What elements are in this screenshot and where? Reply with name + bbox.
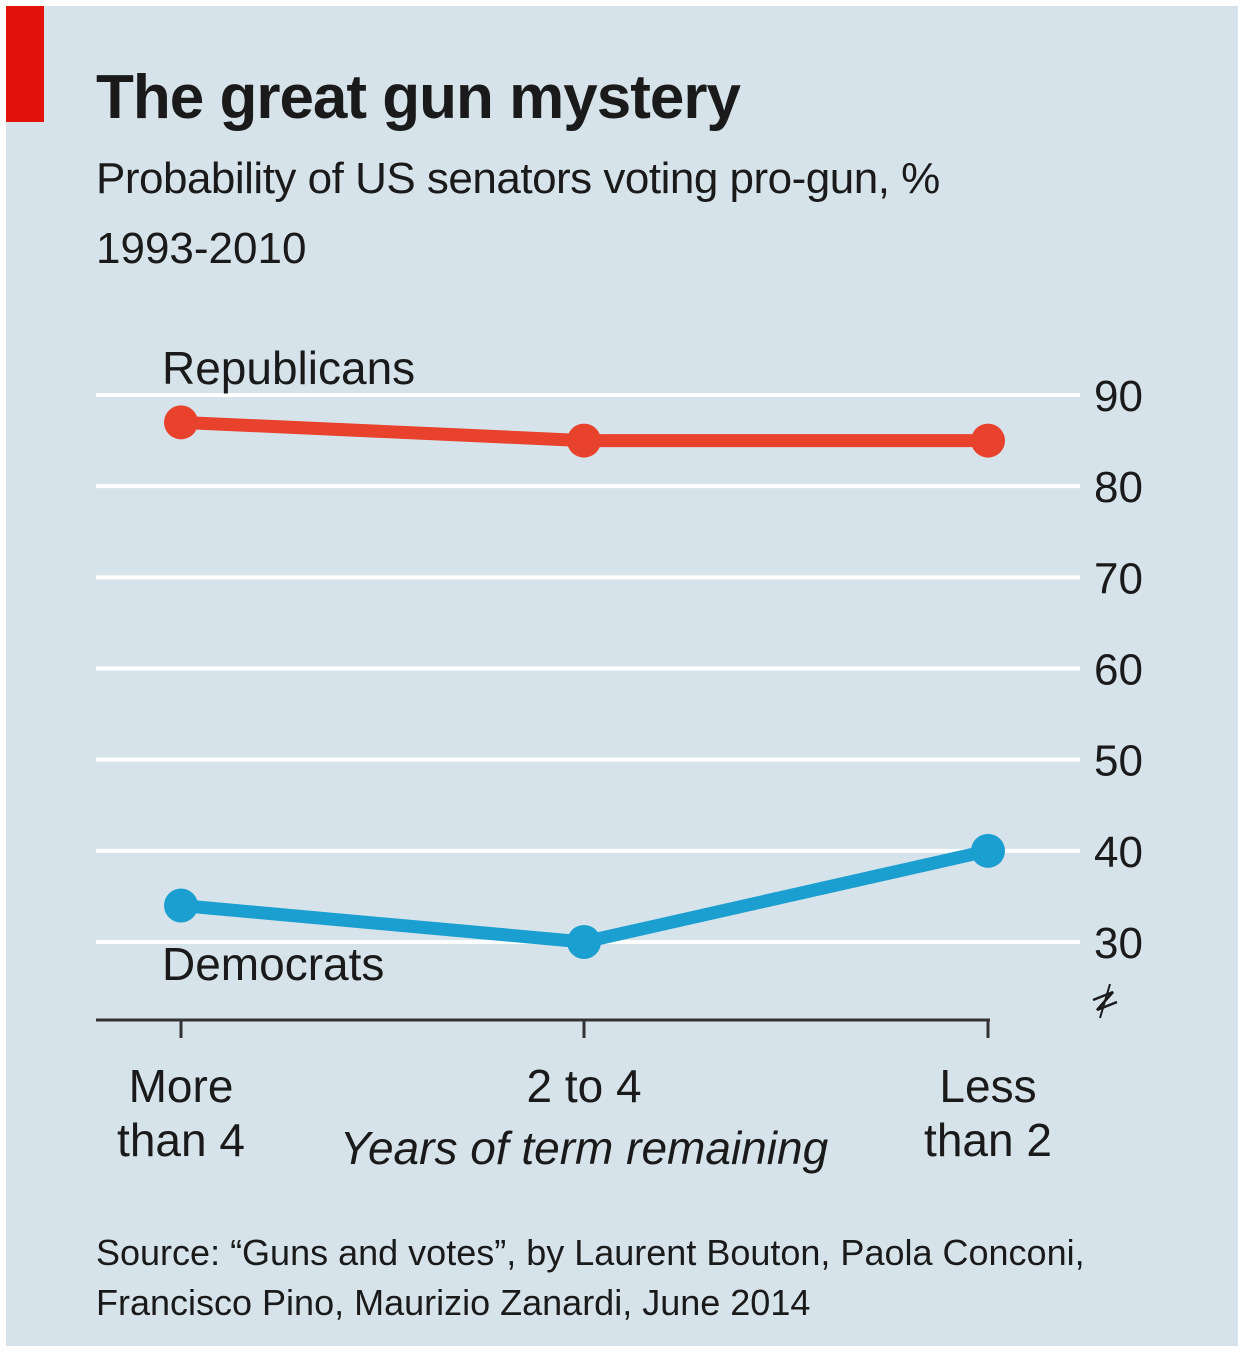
- x-tick-label-2: 2 to 4: [526, 1060, 641, 1112]
- democrats-label: Democrats: [162, 938, 384, 990]
- y-tick-label-60: 60: [1094, 646, 1143, 695]
- chart-period: 1993-2010: [96, 224, 307, 273]
- republicans-point-3: [971, 423, 1005, 458]
- y-tick-label-80: 80: [1094, 463, 1143, 512]
- y-tick-label-50: 50: [1094, 737, 1143, 786]
- democrats-point-2: [567, 925, 601, 959]
- source-note: Source: “Guns and votes”, by Laurent Bou…: [96, 1228, 1196, 1328]
- x-axis: More than 4 2 to 4 Less than 2 Years of term …: [96, 1018, 1052, 1174]
- y-tick-label-30: 30: [1094, 919, 1143, 968]
- x-axis-title: Years of term remaining: [340, 1122, 829, 1174]
- series-democrats: Democrats: [162, 833, 1005, 990]
- series-group: Republicans Democrats: [162, 342, 1005, 990]
- chart-panel: [6, 6, 1238, 1346]
- chart-subtitle: Probability of US senators voting pro-gu…: [96, 154, 940, 203]
- axis-break-mark: [1092, 983, 1118, 1019]
- democrats-point-1: [164, 888, 198, 923]
- series-republicans: Republicans: [162, 342, 1005, 458]
- republicans-point-1: [164, 405, 198, 440]
- republicans-label: Republicans: [162, 342, 415, 394]
- y-tick-label-90: 90: [1094, 372, 1143, 421]
- source-line-1: Source: “Guns and votes”, by Laurent Bou…: [96, 1232, 1085, 1273]
- y-axis-ticks: 30 40 50 60 70 80 90: [1092, 372, 1143, 1019]
- y-tick-label-40: 40: [1094, 828, 1143, 877]
- x-tick-label-3: Less than 2: [924, 1060, 1052, 1166]
- accent-bar: [6, 6, 44, 122]
- democrats-point-3: [971, 833, 1005, 868]
- republicans-point-2: [567, 423, 601, 458]
- source-line-2: Francisco Pino, Maurizio Zanardi, June 2…: [96, 1282, 811, 1323]
- x-tick-label-1: More than 4: [117, 1060, 245, 1166]
- y-tick-label-70: 70: [1094, 554, 1143, 603]
- chart-title: The great gun mystery: [96, 63, 741, 132]
